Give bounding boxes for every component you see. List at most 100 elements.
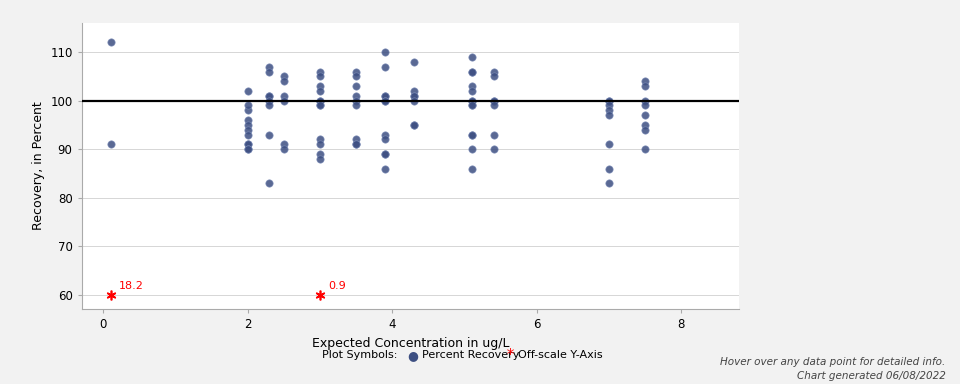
Text: Plot Symbols:: Plot Symbols: bbox=[322, 350, 397, 360]
Point bbox=[348, 68, 364, 74]
Point bbox=[312, 83, 327, 89]
Point bbox=[348, 141, 364, 147]
Point bbox=[637, 112, 653, 118]
Text: ●: ● bbox=[407, 349, 419, 362]
Point bbox=[312, 103, 327, 109]
Point bbox=[637, 78, 653, 84]
Point bbox=[312, 136, 327, 142]
Point bbox=[486, 146, 501, 152]
Point bbox=[464, 98, 479, 104]
Point bbox=[486, 98, 501, 104]
Point bbox=[406, 88, 421, 94]
Point bbox=[276, 78, 292, 84]
Point bbox=[377, 98, 393, 104]
Point bbox=[602, 112, 617, 118]
Point bbox=[262, 131, 277, 137]
Point bbox=[348, 103, 364, 109]
Point bbox=[377, 64, 393, 70]
Text: Hover over any data point for detailed info.: Hover over any data point for detailed i… bbox=[720, 357, 946, 367]
Point bbox=[637, 103, 653, 109]
Point bbox=[377, 98, 393, 104]
Point bbox=[406, 122, 421, 128]
Point bbox=[312, 68, 327, 74]
X-axis label: Expected Concentration in ug/L: Expected Concentration in ug/L bbox=[312, 337, 509, 350]
Point bbox=[486, 73, 501, 79]
Point bbox=[486, 103, 501, 109]
Point bbox=[602, 166, 617, 172]
Point bbox=[348, 98, 364, 104]
Point bbox=[240, 131, 255, 137]
Text: 0.9: 0.9 bbox=[328, 281, 347, 291]
Point bbox=[348, 141, 364, 147]
Point bbox=[262, 93, 277, 99]
Point bbox=[464, 131, 479, 137]
Text: 18.2: 18.2 bbox=[119, 281, 144, 291]
Point bbox=[464, 98, 479, 104]
Point bbox=[377, 151, 393, 157]
Point bbox=[276, 93, 292, 99]
Point bbox=[602, 103, 617, 109]
Point bbox=[103, 141, 118, 147]
Text: Percent Recovery: Percent Recovery bbox=[422, 350, 519, 360]
Point bbox=[377, 93, 393, 99]
Point bbox=[377, 131, 393, 137]
Point bbox=[464, 146, 479, 152]
Point bbox=[464, 166, 479, 172]
Point bbox=[240, 107, 255, 113]
Point bbox=[637, 127, 653, 133]
Point bbox=[276, 141, 292, 147]
Point bbox=[240, 141, 255, 147]
Point bbox=[464, 54, 479, 60]
Point bbox=[406, 122, 421, 128]
Point bbox=[312, 151, 327, 157]
Point bbox=[486, 98, 501, 104]
Y-axis label: Recovery, in Percent: Recovery, in Percent bbox=[32, 102, 45, 230]
Point bbox=[312, 156, 327, 162]
Point bbox=[312, 73, 327, 79]
Point bbox=[464, 103, 479, 109]
Point bbox=[377, 136, 393, 142]
Point bbox=[240, 103, 255, 109]
Point bbox=[377, 151, 393, 157]
Point bbox=[103, 40, 118, 46]
Point bbox=[637, 98, 653, 104]
Point bbox=[240, 127, 255, 133]
Point bbox=[348, 83, 364, 89]
Point bbox=[240, 146, 255, 152]
Point bbox=[377, 49, 393, 55]
Text: Chart generated 06/08/2022: Chart generated 06/08/2022 bbox=[797, 371, 946, 381]
Point bbox=[312, 141, 327, 147]
Point bbox=[262, 68, 277, 74]
Point bbox=[464, 103, 479, 109]
Point bbox=[312, 88, 327, 94]
Point bbox=[312, 103, 327, 109]
Point bbox=[262, 64, 277, 70]
Point bbox=[240, 141, 255, 147]
Point bbox=[262, 103, 277, 109]
Text: Off-scale Y-Axis: Off-scale Y-Axis bbox=[518, 350, 603, 360]
Point bbox=[464, 83, 479, 89]
Point bbox=[377, 93, 393, 99]
Point bbox=[406, 98, 421, 104]
Point bbox=[464, 68, 479, 74]
Point bbox=[486, 68, 501, 74]
Point bbox=[637, 122, 653, 128]
Point bbox=[464, 131, 479, 137]
Point bbox=[276, 146, 292, 152]
Point bbox=[276, 98, 292, 104]
Point bbox=[240, 122, 255, 128]
Point bbox=[486, 131, 501, 137]
Point bbox=[602, 98, 617, 104]
Point bbox=[602, 141, 617, 147]
Text: *: * bbox=[506, 348, 516, 363]
Point bbox=[464, 88, 479, 94]
Point bbox=[377, 166, 393, 172]
Point bbox=[312, 98, 327, 104]
Point bbox=[262, 180, 277, 186]
Point bbox=[464, 68, 479, 74]
Point bbox=[348, 73, 364, 79]
Point bbox=[240, 117, 255, 123]
Point bbox=[602, 98, 617, 104]
Point bbox=[262, 93, 277, 99]
Point bbox=[406, 93, 421, 99]
